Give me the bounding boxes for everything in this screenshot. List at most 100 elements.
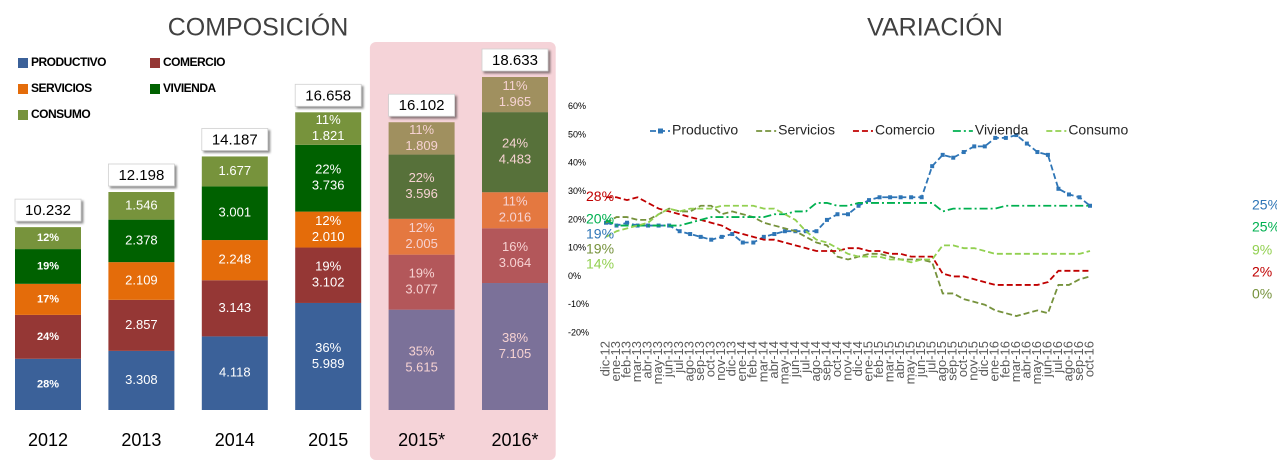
x-tick-label: ene-13 [608,341,623,381]
bar-segment [108,192,175,220]
percent-label: 12% [409,220,435,235]
line-marker [751,240,756,245]
x-tick-label: ago-14 [808,341,823,381]
legend-label: VIVIENDA [163,81,217,95]
line-marker [940,152,945,157]
y-tick-label: 40% [568,158,586,168]
bar-segment [15,227,81,250]
line-marker [782,229,787,234]
line-marker [898,195,903,200]
x-tick-label: jul-14 [797,341,812,374]
x-tick-label: ago-15 [934,341,949,381]
bar-segment [108,262,175,300]
y-tick-label: 30% [568,186,586,196]
value-label: 3.102 [312,275,345,290]
legend-label: PRODUCTIVO [31,55,106,69]
bar-segment [108,350,175,410]
percent-label: 19% [409,266,435,281]
total-label: 16.658 [305,87,351,104]
x-tick-label: jul-15 [924,341,939,374]
value-label: 3.736 [312,178,345,193]
x-tick-label: oct-16 [1081,341,1096,377]
line-series [605,204,1091,317]
x-tick-label: oct-13 [703,341,718,377]
x-tick-label: sep-14 [818,341,833,381]
end-label: 25% [1252,218,1277,234]
percent-label: 11% [316,112,341,127]
line-marker [951,155,956,160]
total-label: 16.102 [399,97,445,114]
legend-swatch [18,110,28,120]
percent-label: 24% [37,331,59,343]
value-label: 3.596 [405,186,438,201]
legend-marker [658,128,663,134]
value-label: 1.821 [312,128,345,143]
total-label: 14.187 [212,131,258,148]
bar-segment [108,299,175,351]
end-label: 9% [1252,242,1272,258]
percent-label: 19% [315,259,341,274]
bar-segment [482,112,548,193]
x-tick-label: jun-16 [1039,341,1054,378]
value-label: 2.857 [125,317,158,332]
percent-label: 36% [315,340,341,355]
legend-swatch [150,58,160,68]
x-tick-label: mar-14 [755,341,770,382]
bar-segment [201,156,268,187]
bar-segment [295,247,362,303]
percent-label: 12% [315,213,341,228]
x-tick-label: mar-15 [882,341,897,382]
line-marker [1045,152,1050,157]
total-box [14,198,82,222]
bar-segment [201,240,268,281]
percent-label: 38% [502,330,528,345]
bar-segment [482,77,548,113]
y-tick-label: 50% [568,129,586,139]
bar-segment [388,254,455,310]
value-label: 5.989 [312,356,345,371]
x-tick-label: feb-15 [871,341,886,378]
line-marker [867,198,872,203]
x-tick-label: may-16 [1029,341,1044,384]
bar-segment [295,211,362,248]
value-label: 7.105 [499,346,532,361]
bar-segment [15,283,81,315]
line-marker [982,144,987,149]
line-marker [730,232,735,237]
bar-segment [15,358,81,410]
y-tick-label: 60% [568,101,586,111]
y-tick-label: 0% [568,271,581,281]
line-marker [1024,141,1029,146]
bar-segment [15,249,81,284]
line-marker [846,212,850,217]
value-label: 3.064 [499,255,532,270]
line-marker [824,217,829,222]
line-marker [1056,186,1061,191]
x-tick-label: nov-14 [839,341,854,381]
total-box [481,48,549,72]
value-label: 1.965 [499,94,532,109]
x-tick-label: sep-15 [945,341,960,381]
x-tick-label: jun-15 [913,341,928,378]
x-tick-label: 2013 [121,430,161,450]
x-tick-label: ago-16 [1060,341,1075,381]
percent-label: 11% [502,78,527,93]
x-tick-label: 2012 [28,430,68,450]
x-tick-label: ene-14 [734,341,749,381]
value-label: 3.143 [219,300,252,315]
x-tick-label: may-14 [776,341,791,384]
total-box [108,163,175,187]
end-label: 25% [1252,196,1277,212]
legend-label: Consumo [1068,122,1128,138]
x-tick-label: sep-16 [1071,341,1086,381]
x-tick-label: abr-14 [766,341,781,379]
x-tick-label: 2015* [398,430,445,450]
line-series [605,202,1090,227]
line-marker [909,195,914,200]
legend-label: Productivo [672,122,738,138]
bar-segment [15,314,81,359]
x-tick-label: ene-16 [987,341,1002,381]
line-marker [930,164,935,169]
x-tick-label: dic-13 [724,341,739,376]
